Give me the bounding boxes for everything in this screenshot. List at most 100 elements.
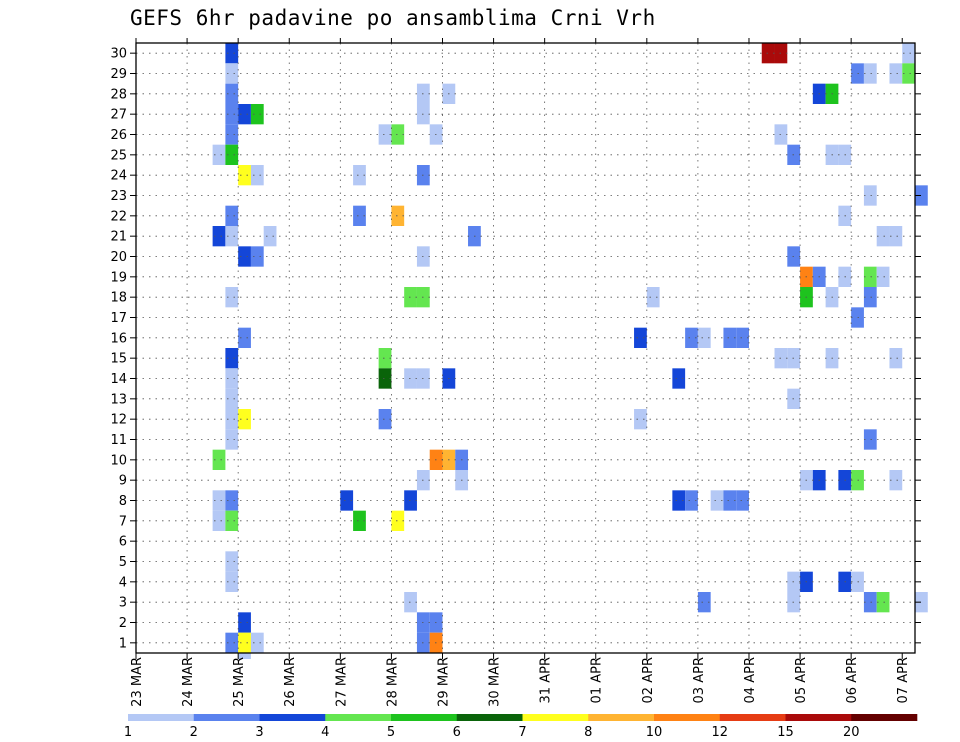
legend-level-label: 20	[843, 725, 860, 740]
heatmap-cell	[889, 348, 903, 369]
heatmap-cell	[212, 226, 226, 247]
heatmap-cell	[225, 510, 239, 531]
heatmap-cell	[225, 104, 239, 125]
y-tick-label: 5	[119, 555, 127, 570]
heatmap-cell	[250, 165, 264, 186]
legend-color-swatch	[654, 714, 721, 721]
heatmap-cell	[697, 592, 711, 613]
legend-level-label: 3	[255, 725, 263, 740]
y-tick-label: 24	[110, 169, 127, 184]
y-tick-label: 2	[119, 616, 127, 631]
x-tick-label: 25 MAR	[232, 657, 247, 707]
heatmap-cell	[863, 63, 877, 84]
heatmap-cell	[225, 409, 239, 430]
heatmap-cell	[225, 388, 239, 409]
heatmap-cell	[685, 327, 698, 348]
legend-color-swatch	[588, 714, 655, 721]
legend-color-swatch	[128, 714, 195, 721]
y-tick-label: 20	[110, 250, 127, 265]
y-tick-label: 21	[110, 230, 127, 245]
heatmap-cell	[225, 551, 239, 572]
heatmap-cell	[263, 226, 277, 247]
legend-level-label: 7	[518, 725, 526, 740]
heatmap-cell	[212, 144, 226, 165]
heatmap-cell	[902, 43, 915, 64]
heatmap-cell	[863, 266, 877, 287]
y-tick-label: 4	[119, 575, 127, 590]
heatmap-cell	[225, 429, 239, 450]
x-tick-label: 03 APR	[692, 657, 707, 703]
x-tick-label: 26 MAR	[283, 657, 298, 707]
heatmap-cell	[225, 226, 239, 247]
heatmap-cell	[378, 124, 392, 145]
y-tick-label: 15	[110, 352, 127, 367]
heatmap-cell	[672, 490, 686, 511]
legend-color-swatch	[391, 714, 458, 721]
heatmap-cell	[761, 43, 775, 64]
heatmap-cell	[225, 287, 239, 308]
y-tick-label: 17	[110, 311, 127, 326]
heatmap-cell	[378, 348, 392, 369]
heatmap-cell	[876, 266, 890, 287]
heatmap-cell	[212, 510, 226, 531]
heatmap-cell	[736, 490, 749, 511]
x-tick-label: 28 MAR	[385, 657, 400, 707]
heatmap-cell	[238, 653, 251, 659]
heatmap-cell	[225, 368, 239, 389]
heatmap-cell	[863, 429, 877, 450]
heatmap-cell	[404, 368, 417, 389]
heatmap-cell	[863, 592, 877, 613]
heatmap-cell	[225, 144, 239, 165]
legend-level-label: 8	[584, 725, 592, 740]
legend-level-label: 1	[124, 725, 132, 740]
heatmap-cell	[225, 632, 239, 653]
y-tick-label: 25	[110, 148, 127, 163]
x-tick-label: 07 APR	[896, 657, 911, 703]
x-tick-label: 02 APR	[641, 657, 656, 703]
x-tick-label: 27 MAR	[334, 657, 349, 707]
heatmap-cell	[238, 327, 251, 348]
legend-color-swatch	[522, 714, 589, 721]
y-tick-label: 27	[110, 108, 127, 123]
y-tick-label: 19	[110, 270, 127, 285]
x-tick-label: 30 MAR	[488, 657, 503, 707]
x-tick-label: 05 APR	[794, 657, 809, 703]
x-tick-label: 04 APR	[743, 657, 758, 703]
heatmap-cell	[225, 43, 239, 64]
heatmap-cell	[915, 592, 928, 613]
heatmap-cell	[378, 368, 392, 389]
heatmap-cell	[404, 490, 417, 511]
heatmap-cell	[710, 490, 724, 511]
heatmap-cell	[225, 348, 239, 369]
legend-color-swatch	[851, 714, 918, 721]
legend-color-swatch	[325, 714, 392, 721]
heatmap-cell	[353, 165, 366, 186]
y-tick-label: 8	[119, 494, 127, 509]
y-tick-label: 16	[110, 331, 127, 346]
heatmap-cell	[672, 368, 686, 389]
legend-color-swatch	[785, 714, 852, 721]
heatmap-cell	[863, 287, 877, 308]
y-tick-label: 7	[119, 514, 127, 529]
x-tick-label: 01 APR	[590, 657, 605, 703]
heatmap-cell	[391, 124, 405, 145]
y-tick-label: 23	[110, 189, 127, 204]
y-tick-label: 29	[110, 67, 127, 82]
legend-level-label: 5	[387, 725, 395, 740]
heatmap-cell	[876, 226, 890, 247]
legend-level-label: 10	[646, 725, 663, 740]
heatmap-cell	[225, 205, 239, 226]
y-tick-label: 1	[119, 636, 127, 651]
legend-level-label: 4	[321, 725, 329, 740]
heatmap-cell	[902, 63, 915, 84]
heatmap-cell	[736, 327, 749, 348]
heatmap-cell	[238, 612, 251, 633]
heatmap-cell	[212, 490, 226, 511]
legend-color-swatch	[719, 714, 786, 721]
heatmap-cell	[225, 63, 239, 84]
heatmap-cell	[723, 327, 737, 348]
x-tick-label: 06 APR	[845, 657, 860, 703]
heatmap-cell	[225, 83, 239, 104]
x-tick-label: 23 MAR	[130, 657, 145, 707]
